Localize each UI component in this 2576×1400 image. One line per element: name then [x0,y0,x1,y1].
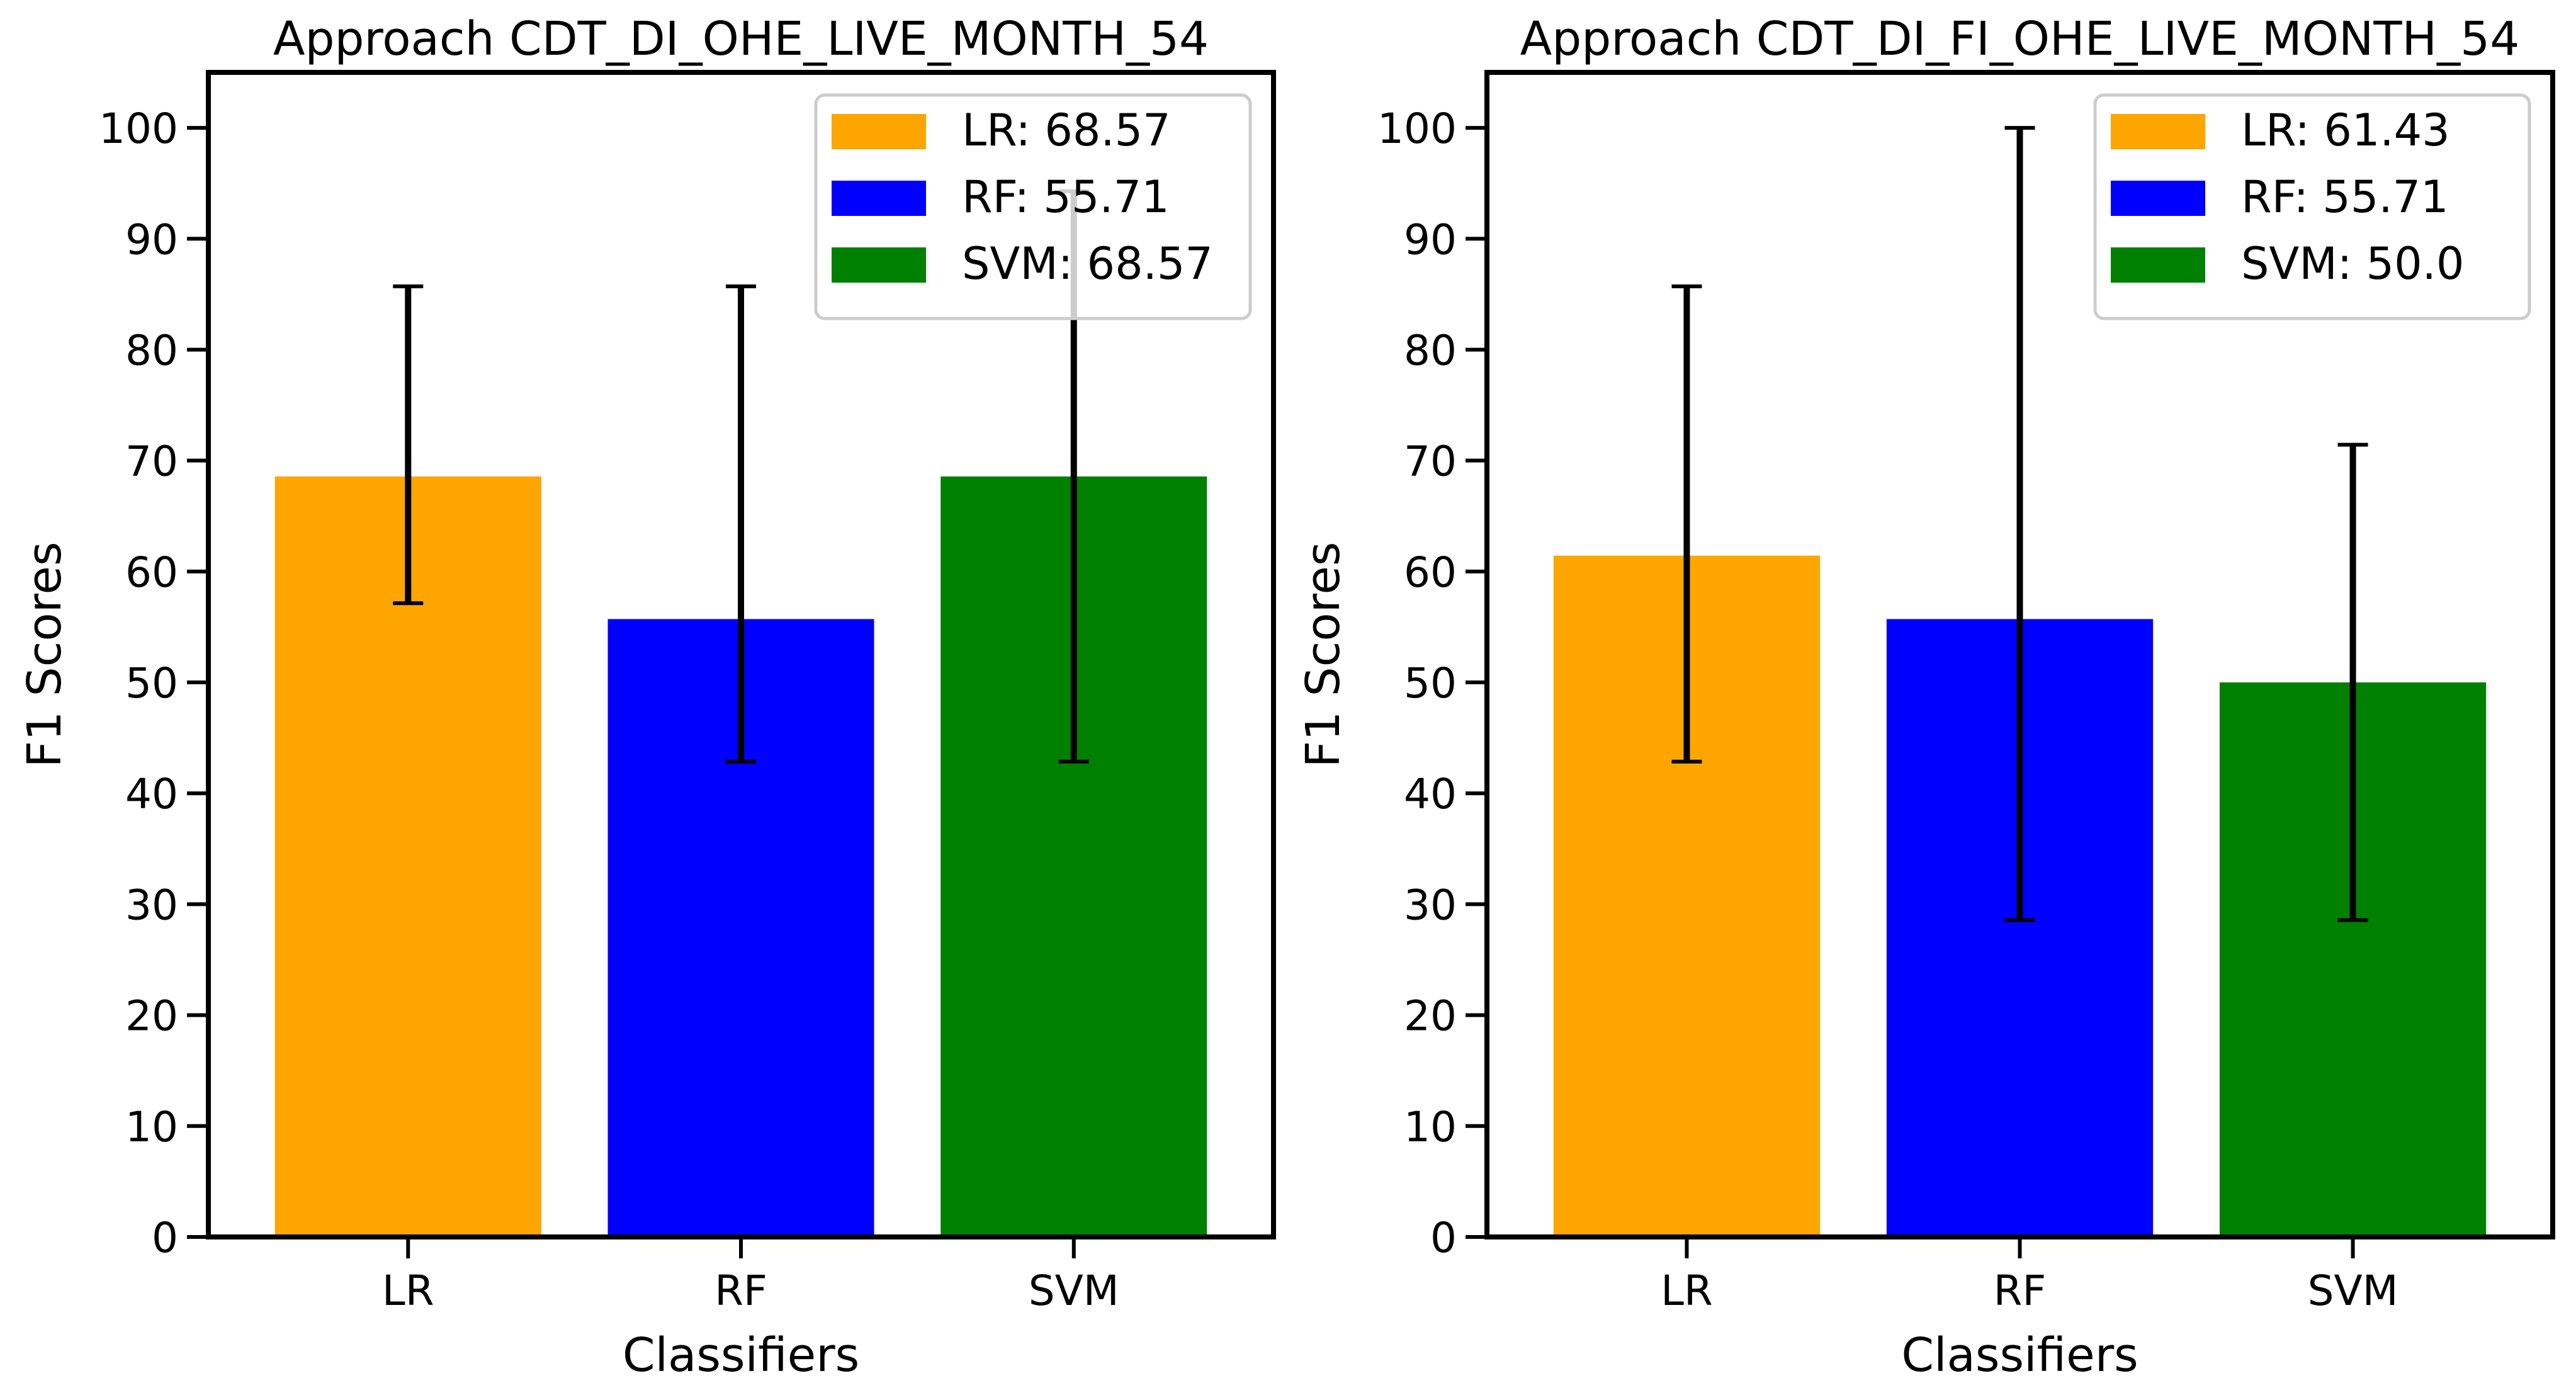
y-tick-label: 50 [1404,659,1457,708]
y-tick-label: 10 [1404,1103,1457,1151]
y-tick-label: 70 [1404,438,1457,486]
y-tick-label: 50 [125,659,178,708]
chart-panel-1: 0 10 20 30 40 50 60 70 80 90 100 LR RF SVM Approach CD… [18,12,1276,1382]
legend-label-svm: SVM: 68.57 [962,238,1213,290]
legend-swatch-rf [2111,181,2205,216]
y-tick-label: 40 [125,770,178,818]
x-tick-label: LR [1661,1267,1713,1315]
error-bar-rf [2004,126,2035,922]
error-bar-rf [726,284,756,764]
y-tick-label: 100 [1377,104,1457,153]
legend-label-svm: SVM: 50.0 [2241,238,2464,290]
y-tick-label: 70 [125,438,178,486]
x-tick-label: SVM [2308,1267,2398,1315]
y-tick-label: 90 [125,215,178,264]
y-tick-label: 0 [152,1214,178,1262]
y-tick-label: 80 [1404,326,1457,375]
error-bar-lr [1671,284,1702,764]
legend-label-lr: LR: 68.57 [962,104,1171,156]
y-tick-label: 0 [1430,1214,1457,1262]
legend-swatch-rf [832,181,926,216]
y-tick-label: 20 [125,992,178,1041]
chart-title: Approach CDT_DI_FI_OHE_LIVE_MONTH_54 [1520,12,2520,66]
y-tick-label: 90 [1404,215,1457,264]
legend-swatch-svm [832,247,926,283]
legend-label-rf: RF: 55.71 [2241,171,2449,223]
error-bar-svm [2337,443,2368,922]
legend-label-rf: RF: 55.71 [962,171,1170,223]
y-axis-label: F1 Scores [18,542,72,768]
y-axis-label: F1 Scores [1296,542,1350,768]
y-tick-label: 20 [1404,992,1457,1041]
x-axis-label: Classifiers [1901,1328,2138,1382]
legend-swatch-lr [2111,114,2205,149]
x-tick-label: RF [715,1267,767,1315]
y-tick-label: 10 [125,1103,178,1151]
x-tick-label: LR [382,1267,434,1315]
legend-swatch-svm [2111,247,2205,283]
y-tick-label: 60 [125,548,178,597]
y-tick-label: 60 [1404,548,1457,597]
y-tick-label: 40 [1404,770,1457,818]
y-tick-label: 100 [99,104,178,153]
chart-panel-2: 0 10 20 30 40 50 60 70 80 90 100 LR RF SVM Approach CD… [1296,12,2555,1382]
x-tick-label: SVM [1029,1267,1119,1315]
x-axis-label: Classifiers [623,1328,859,1382]
legend-label-lr: LR: 61.43 [2241,104,2450,156]
chart-title: Approach CDT_DI_OHE_LIVE_MONTH_54 [273,12,1209,66]
legend-swatch-lr [832,114,926,149]
legend: LR: 68.57 RF: 55.71 SVM: 68.57 [814,93,1252,320]
legend: LR: 61.43 RF: 55.71 SVM: 50.0 [2093,93,2531,320]
y-tick-label: 30 [1404,881,1457,929]
y-tick-label: 30 [125,881,178,929]
y-tick-label: 80 [125,326,178,375]
error-bar-lr [393,284,424,606]
x-tick-label: RF [1994,1267,2047,1315]
